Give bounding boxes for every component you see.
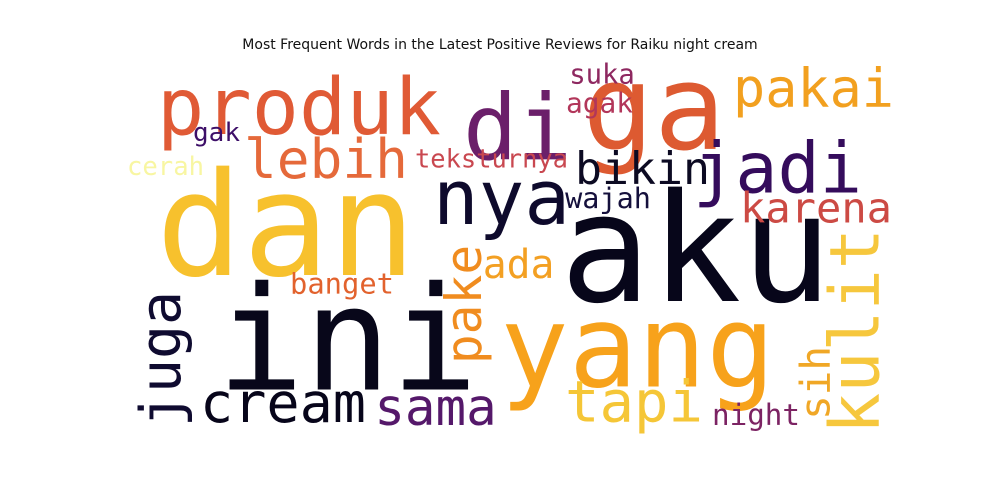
word-tapi: tapi: [565, 369, 703, 436]
word-ga: ga: [582, 40, 725, 178]
word-nya: nya: [433, 154, 570, 242]
word-banget: banget: [290, 267, 394, 301]
word-cerah: cerah: [127, 152, 204, 182]
word-juga: juga: [129, 291, 194, 427]
word-cream: cream: [200, 372, 366, 436]
word-night: night: [712, 398, 800, 432]
word-produk: produk: [157, 61, 441, 153]
word-kulit: kulit: [816, 228, 896, 434]
word-lebih: lebih: [244, 127, 408, 191]
word-sih: sih: [792, 346, 840, 420]
word-agak: agak: [566, 87, 633, 120]
word-yang: yang: [500, 281, 775, 414]
word-sama: sama: [374, 378, 496, 437]
word-suka: suka: [569, 60, 635, 91]
word-karena: karena: [740, 184, 892, 233]
word-pake: pake: [435, 245, 493, 364]
word-aku: aku: [560, 161, 832, 337]
word-bikin: bikin: [575, 142, 710, 195]
word-ada: ada: [483, 242, 555, 288]
word-pakai: pakai: [733, 57, 894, 120]
word-ini: ini: [217, 257, 478, 425]
word-jadi: jadi: [693, 128, 862, 210]
word-di: di: [463, 76, 572, 181]
word-gak: gak: [193, 118, 240, 148]
word-wajah: wajah: [565, 182, 651, 215]
word-dan: dan: [156, 141, 416, 309]
chart-title: Most Frequent Words in the Latest Positi…: [242, 37, 758, 53]
word-teksturnya: teksturnya: [415, 144, 568, 174]
